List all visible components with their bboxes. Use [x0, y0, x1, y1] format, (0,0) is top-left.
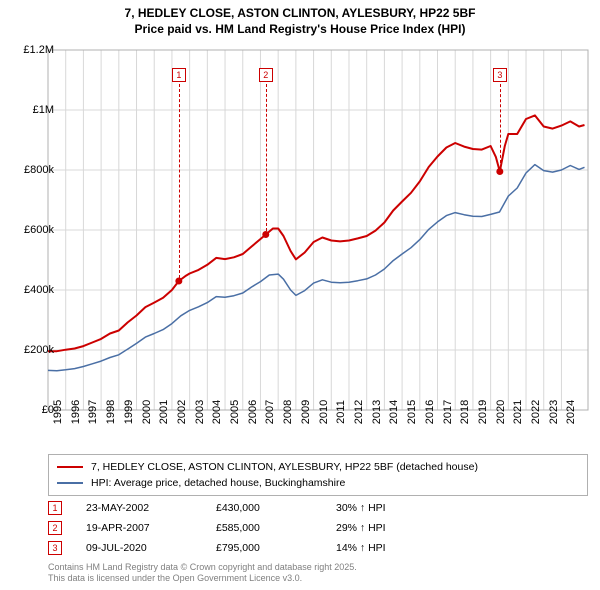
sale-marker-box: 2: [259, 68, 273, 82]
legend-box: 7, HEDLEY CLOSE, ASTON CLINTON, AYLESBUR…: [48, 454, 588, 496]
sale-marker-box: 1: [172, 68, 186, 82]
y-axis-label: £200k: [24, 344, 54, 356]
x-axis-label: 2014: [388, 400, 400, 424]
attribution-line2: This data is licensed under the Open Gov…: [48, 573, 357, 584]
sales-price: £795,000: [216, 542, 336, 554]
x-axis-label: 2013: [371, 400, 383, 424]
x-axis-label: 1996: [70, 400, 82, 424]
sales-date: 23-MAY-2002: [86, 502, 216, 514]
x-axis-label: 2021: [512, 400, 524, 424]
x-axis-label: 2018: [459, 400, 471, 424]
x-axis-label: 2006: [247, 400, 259, 424]
sale-marker-line: [500, 84, 501, 168]
chart-svg: [48, 50, 588, 410]
y-axis-label: £1M: [33, 104, 54, 116]
x-axis-label: 2004: [211, 400, 223, 424]
sales-table: 1 23-MAY-2002£430,00030% ↑ HPI 2 19-APR-200…: [48, 498, 456, 558]
chart-area: [48, 50, 588, 410]
sales-marker-icon: 1: [48, 501, 62, 515]
sales-diff: 29% ↑ HPI: [336, 522, 456, 534]
x-axis-label: 2002: [176, 400, 188, 424]
sales-diff: 14% ↑ HPI: [336, 542, 456, 554]
attribution-line1: Contains HM Land Registry data © Crown c…: [48, 562, 357, 573]
x-axis-label: 1999: [123, 400, 135, 424]
x-axis-label: 2008: [282, 400, 294, 424]
x-axis-label: 2007: [264, 400, 276, 424]
y-axis-label: £1.2M: [23, 44, 54, 56]
x-axis-label: 2016: [424, 400, 436, 424]
x-axis-label: 2003: [194, 400, 206, 424]
x-axis-label: 2001: [158, 400, 170, 424]
x-axis-label: 1998: [105, 400, 117, 424]
sale-marker-line: [266, 84, 267, 231]
x-axis-label: 2000: [141, 400, 153, 424]
y-axis-label: £400k: [24, 284, 54, 296]
sale-marker-box: 3: [493, 68, 507, 82]
x-axis-label: 2010: [318, 400, 330, 424]
x-axis-label: 2015: [406, 400, 418, 424]
title-line1: 7, HEDLEY CLOSE, ASTON CLINTON, AYLESBUR…: [0, 6, 600, 22]
x-axis-label: 1997: [87, 400, 99, 424]
x-axis-label: 2024: [565, 400, 577, 424]
x-axis-label: 2012: [353, 400, 365, 424]
sales-date: 19-APR-2007: [86, 522, 216, 534]
x-axis-label: 1995: [52, 400, 64, 424]
legend-label-series2: HPI: Average price, detached house, Buck…: [91, 477, 345, 489]
title-block: 7, HEDLEY CLOSE, ASTON CLINTON, AYLESBUR…: [0, 0, 600, 37]
x-axis-label: 2009: [300, 400, 312, 424]
sales-marker-icon: 3: [48, 541, 62, 555]
title-line2: Price paid vs. HM Land Registry's House …: [0, 22, 600, 38]
x-axis-label: 2011: [335, 400, 347, 424]
sales-diff: 30% ↑ HPI: [336, 502, 456, 514]
sales-table-row: 1 23-MAY-2002£430,00030% ↑ HPI: [48, 498, 456, 518]
legend-label-series1: 7, HEDLEY CLOSE, ASTON CLINTON, AYLESBUR…: [91, 461, 478, 473]
sale-marker-line: [179, 84, 180, 278]
legend-swatch-series2: [57, 482, 83, 484]
x-axis-label: 2017: [442, 400, 454, 424]
legend-swatch-series1: [57, 466, 83, 468]
x-axis-label: 2019: [477, 400, 489, 424]
sales-price: £585,000: [216, 522, 336, 534]
attribution: Contains HM Land Registry data © Crown c…: [48, 562, 357, 585]
sales-table-row: 2 19-APR-2007£585,00029% ↑ HPI: [48, 518, 456, 538]
sales-marker-icon: 2: [48, 521, 62, 535]
x-axis-label: 2023: [548, 400, 560, 424]
y-axis-label: £800k: [24, 164, 54, 176]
x-axis-label: 2020: [495, 400, 507, 424]
legend-row-series2: HPI: Average price, detached house, Buck…: [57, 475, 579, 491]
sales-date: 09-JUL-2020: [86, 542, 216, 554]
x-axis-label: 2022: [530, 400, 542, 424]
sales-table-row: 3 09-JUL-2020£795,00014% ↑ HPI: [48, 538, 456, 558]
x-axis-label: 2005: [229, 400, 241, 424]
legend-row-series1: 7, HEDLEY CLOSE, ASTON CLINTON, AYLESBUR…: [57, 459, 579, 475]
y-axis-label: £600k: [24, 224, 54, 236]
sales-price: £430,000: [216, 502, 336, 514]
